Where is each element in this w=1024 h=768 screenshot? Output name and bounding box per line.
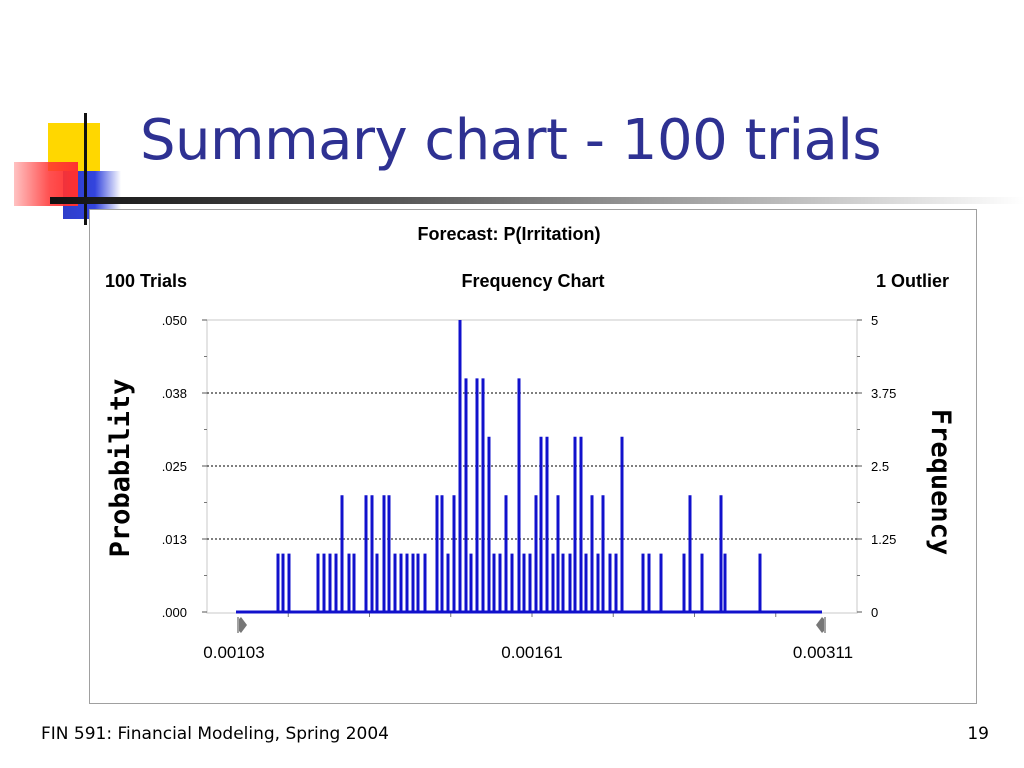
frequency-chart: Forecast: P(Irritation) 100 Trials Frequ… [105, 224, 956, 662]
left-axis-label: Probability [105, 379, 136, 558]
right-tick-label: 0 [871, 605, 878, 620]
x-tick-label-min: 0.00103 [203, 643, 264, 662]
right-tick-label: 2.5 [871, 459, 889, 474]
footer-page-number: 19 [967, 724, 989, 744]
left-range-marker-icon [237, 617, 247, 633]
left-tick-label: .025 [162, 459, 187, 474]
chart-title: Forecast: P(Irritation) [417, 224, 600, 244]
trials-note: 100 Trials [105, 271, 187, 291]
outlier-note: 1 Outlier [876, 271, 949, 291]
logo-vertical-line [84, 113, 87, 225]
right-range-marker-icon [816, 617, 826, 633]
chart-subtitle: Frequency Chart [461, 271, 604, 291]
slide-title: Summary chart - 100 trials [140, 108, 882, 173]
right-tick-label: 3.75 [871, 386, 896, 401]
chart-frame: Forecast: P(Irritation) 100 Trials Frequ… [89, 209, 977, 704]
grid-lines [207, 392, 857, 540]
title-divider [50, 197, 1024, 204]
left-tick-label: .050 [162, 313, 187, 328]
right-tick-label: 1.25 [871, 532, 896, 547]
bars-series [276, 320, 762, 612]
x-tick-label-max: 0.00311 [793, 643, 853, 662]
footer-course-label: FIN 591: Financial Modeling, Spring 2004 [41, 724, 390, 744]
left-tick-label: .013 [162, 532, 187, 547]
axis-ticks: .000 0 .013 1.25 .025 2.5 .038 3.75 .050 5 [162, 313, 897, 620]
right-axis-label: Frequency [925, 409, 956, 555]
right-tick-label: 5 [871, 313, 878, 328]
left-tick-label: .000 [162, 605, 187, 620]
left-tick-label: .038 [162, 386, 187, 401]
x-tick-label-mid: 0.00161 [501, 643, 562, 662]
